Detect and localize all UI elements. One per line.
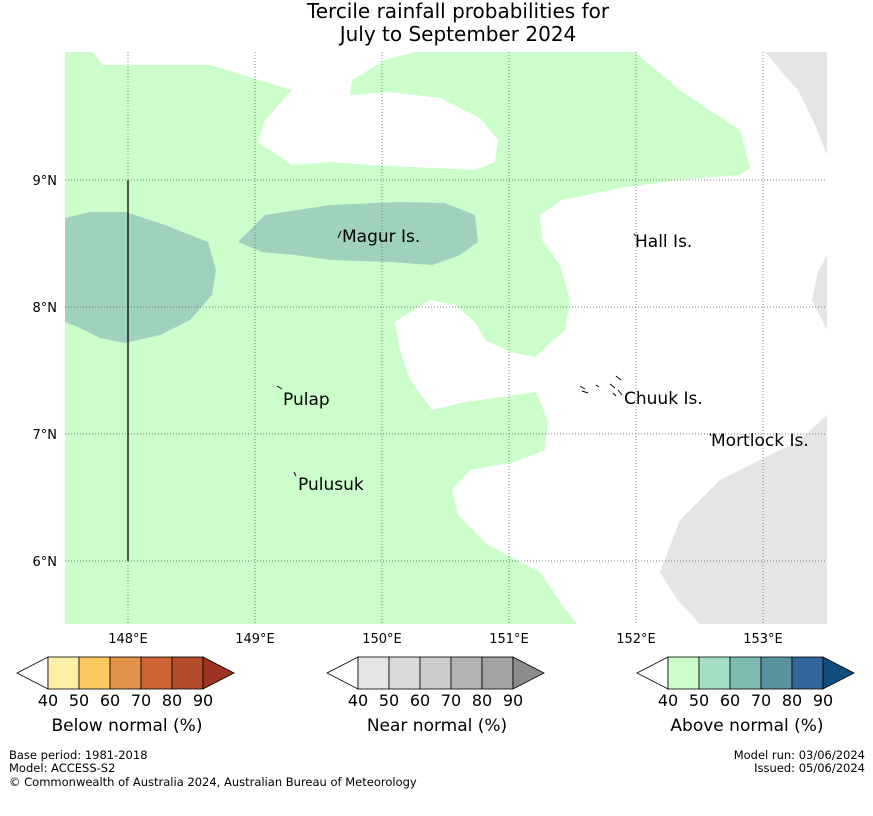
island-label-chuuk: Chuuk Is.	[624, 389, 703, 409]
island-label-hall: Hall Is.	[635, 232, 692, 252]
model-run-text: Model run: 03/06/2024	[733, 748, 865, 762]
above-normal-50-region-magur	[238, 202, 478, 265]
title-line-1: Tercile rainfall probabilities for	[306, 0, 610, 23]
lon-tick-label: 150°E	[362, 632, 402, 647]
footer-left: Base period: 1981-2018 Model: ACCESS-S2 …	[9, 749, 417, 789]
map-title: Tercile rainfall probabilities for July …	[0, 0, 873, 46]
above-normal-40-region	[65, 52, 750, 624]
lon-tick-label: 149°E	[235, 632, 275, 647]
lat-tick-label: 8°N	[33, 301, 58, 316]
above-normal-50-region-west	[65, 212, 216, 343]
near-normal-label: Near normal (%)	[366, 716, 508, 736]
lon-tick-label: 153°E	[743, 632, 783, 647]
lat-tick-label: 7°N	[33, 428, 58, 443]
island-markers	[276, 230, 712, 477]
lon-tick-label: 151°E	[489, 632, 529, 647]
model-text: Model: ACCESS-S2	[9, 760, 116, 775]
title-line-2: July to September 2024	[339, 22, 577, 46]
near-normal-40-region-north	[765, 52, 827, 155]
lon-tick-label: 152°E	[616, 632, 656, 647]
island-label-mortlock: Mortlock Is.	[711, 431, 809, 451]
island-label-pulap: Pulap	[283, 390, 330, 410]
below-normal-label: Below normal (%)	[51, 716, 203, 736]
lat-tick-label: 6°N	[33, 555, 58, 570]
base-period-text: Base period: 1981-2018	[9, 748, 148, 762]
island-label-magur: Magur Is.	[342, 227, 420, 247]
lon-tick-label: 148°E	[108, 632, 148, 647]
lat-tick-label: 9°N	[33, 174, 58, 189]
near-normal-40-region-east	[812, 255, 827, 330]
issued-text: Issued: 05/06/2024	[754, 760, 865, 775]
footer-right: Model run: 03/06/2024 Issued: 05/06/2024	[734, 749, 865, 774]
island-label-pulusuk: Pulusuk	[298, 475, 364, 495]
rainfall-map: Magur Is. Hall Is. Pulap Chuuk Is. Mortl…	[33, 52, 827, 647]
copyright-text: © Commonwealth of Australia 2024, Austra…	[9, 775, 417, 789]
above-normal-label: Above normal (%)	[670, 716, 824, 736]
near-normal-40-region-south	[660, 415, 827, 624]
